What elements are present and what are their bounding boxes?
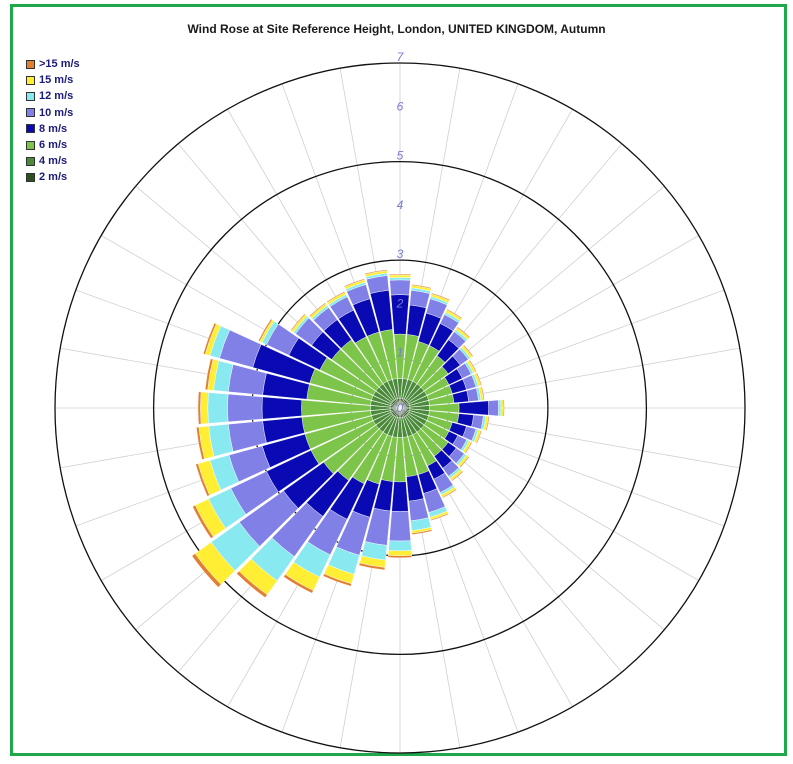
legend-item: >15 m/s xyxy=(26,56,80,72)
rose-segment xyxy=(446,308,463,320)
legend-label: >15 m/s xyxy=(39,58,80,71)
rose-segment xyxy=(309,302,327,318)
rose-segment xyxy=(430,513,449,521)
rose-segment xyxy=(451,470,464,482)
rose-segment xyxy=(227,393,263,423)
rose-segment xyxy=(480,386,485,401)
rose-segment xyxy=(389,273,411,276)
rose-segment xyxy=(431,292,450,301)
legend-item: 10 m/s xyxy=(26,105,80,121)
legend-swatch xyxy=(26,140,35,150)
legend-label: 6 m/s xyxy=(39,139,68,152)
rose-segment xyxy=(475,372,482,386)
legend-item: 15 m/s xyxy=(26,72,80,88)
rose-segment xyxy=(258,318,273,342)
rose-segment xyxy=(387,555,413,559)
rose-segment xyxy=(203,322,217,355)
rose-segment xyxy=(387,550,413,557)
rose-segment xyxy=(411,284,432,290)
rose-segment xyxy=(326,291,346,303)
rose-segment xyxy=(364,269,388,275)
legend-swatch xyxy=(26,124,35,134)
rose-segment xyxy=(488,399,499,417)
rose-segment xyxy=(408,498,429,522)
rose-segment xyxy=(236,570,268,598)
radial-tick-label: 1 xyxy=(397,346,404,360)
rose-segment xyxy=(195,463,210,497)
rose-segment xyxy=(322,573,352,587)
radial-tick-label: 4 xyxy=(397,198,404,212)
radial-tick-label: 5 xyxy=(397,149,404,163)
rose-segment xyxy=(389,510,411,542)
radial-tick-label: 2 xyxy=(396,296,404,310)
radial-tick-label: 3 xyxy=(397,247,404,261)
rose-segment xyxy=(458,400,489,416)
chart-frame xyxy=(10,4,787,756)
rose-segment xyxy=(442,488,457,499)
legend-label: 15 m/s xyxy=(39,74,74,87)
rose-segment xyxy=(475,430,482,444)
rose-segment xyxy=(462,344,474,357)
rose-segment xyxy=(391,481,409,512)
radial-tick-label: 7 xyxy=(397,50,405,64)
legend-item: 2 m/s xyxy=(26,169,80,185)
rose-segment xyxy=(196,426,205,460)
rose-segment xyxy=(456,326,471,339)
rose-segment xyxy=(283,574,314,594)
rose-segment xyxy=(204,358,214,391)
rose-segment xyxy=(200,391,209,425)
grid-ring xyxy=(152,160,648,656)
rose-segment xyxy=(207,392,229,424)
rose-segment xyxy=(191,553,222,588)
legend-swatch xyxy=(26,59,35,69)
rose-segment xyxy=(468,359,477,373)
rose-segment xyxy=(388,540,412,552)
rose-segment xyxy=(343,278,365,288)
legend-swatch xyxy=(26,172,35,182)
grid-ring xyxy=(54,62,746,754)
rose-segment xyxy=(389,277,411,281)
chart-title: Wind Rose at Site Reference Height, Lond… xyxy=(187,22,606,36)
legend-swatch xyxy=(26,108,35,118)
rose-segment xyxy=(389,274,411,279)
legend-item: 12 m/s xyxy=(26,88,80,104)
rose-segment xyxy=(389,279,411,296)
legend-swatch xyxy=(26,156,35,166)
rose-segment xyxy=(411,529,433,535)
legend-label: 8 m/s xyxy=(39,122,68,135)
rose-segment xyxy=(358,562,386,571)
legend: >15 m/s 15 m/s 12 m/s 10 m/s 8 m/s 6 m/s 4 m/s… xyxy=(26,56,80,186)
legend-item: 8 m/s xyxy=(26,121,80,137)
rose-segment xyxy=(290,313,306,332)
legend-label: 2 m/s xyxy=(39,171,68,184)
rose-segment xyxy=(498,399,502,417)
rose-segment xyxy=(197,391,202,425)
legend-swatch xyxy=(26,91,35,101)
legend-label: 4 m/s xyxy=(39,155,68,168)
rose-segment xyxy=(459,456,470,468)
rose-segment xyxy=(485,416,490,431)
radial-tick-label: 6 xyxy=(397,99,404,113)
legend-item: 6 m/s xyxy=(26,137,80,153)
rose-segment xyxy=(261,396,302,420)
legend-swatch xyxy=(26,75,35,85)
rose-segment xyxy=(500,399,504,417)
rose-segment xyxy=(192,504,214,539)
rose-segment xyxy=(464,441,473,454)
legend-label: 12 m/s xyxy=(39,90,74,103)
rose-segment xyxy=(502,399,505,417)
legend-item: 4 m/s xyxy=(26,153,80,169)
legend-label: 10 m/s xyxy=(39,106,74,119)
radial-tick-label-zero: 0 xyxy=(397,401,404,415)
